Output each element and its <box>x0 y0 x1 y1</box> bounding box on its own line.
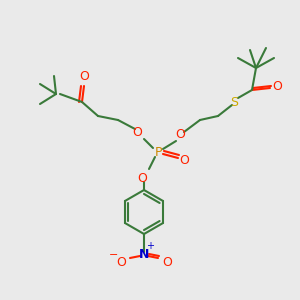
Text: P: P <box>154 146 162 158</box>
Text: N: N <box>139 248 149 260</box>
Text: O: O <box>132 125 142 139</box>
Text: O: O <box>272 80 282 94</box>
Text: O: O <box>137 172 147 185</box>
Text: O: O <box>175 128 185 142</box>
Text: O: O <box>79 70 89 83</box>
Text: −: − <box>109 250 119 260</box>
Text: S: S <box>230 95 238 109</box>
Text: O: O <box>116 256 126 268</box>
Text: O: O <box>162 256 172 268</box>
Text: O: O <box>179 154 189 167</box>
Text: +: + <box>146 241 154 251</box>
